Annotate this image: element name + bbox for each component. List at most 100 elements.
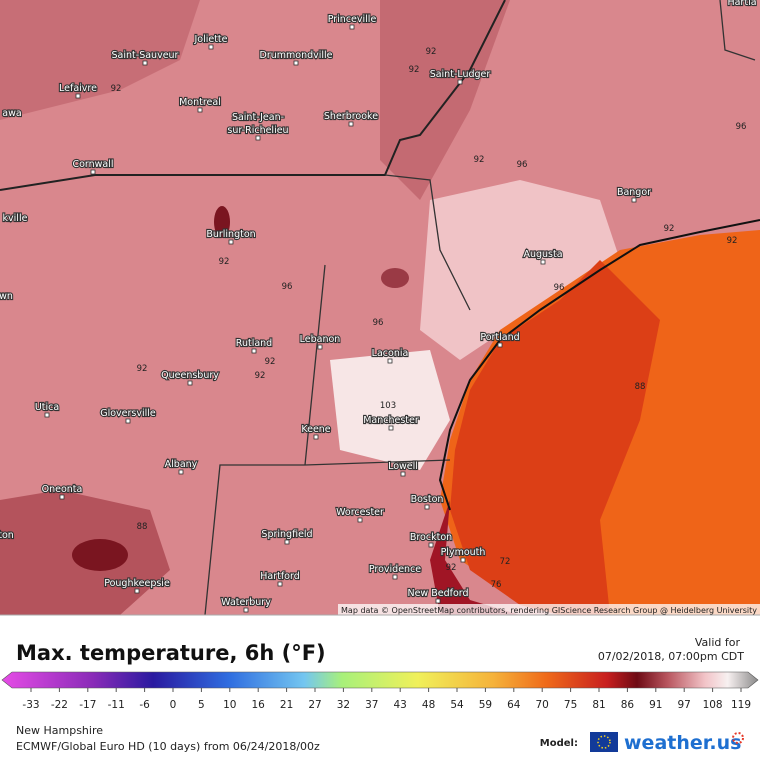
place-label: Cornwall — [72, 159, 113, 170]
contour-label: 92 — [664, 224, 675, 234]
place-label: Keene — [301, 424, 330, 435]
contour-label: 92 — [426, 47, 437, 57]
region: New Hampshire — [16, 724, 103, 737]
border — [0, 0, 506, 191]
scale-label: 37 — [365, 699, 378, 711]
valid-label: Valid for — [695, 636, 741, 649]
place-dot — [631, 197, 637, 203]
place-label: Hartford — [260, 571, 300, 582]
contour-label: 103 — [380, 401, 396, 411]
place-dot — [293, 60, 299, 66]
place-label: Sherbrooke — [324, 111, 378, 122]
place-dot — [497, 342, 503, 348]
place-dot — [251, 348, 257, 354]
contour-label: 88 — [635, 382, 646, 392]
place-label: Brockton — [410, 532, 452, 543]
map: Map data © OpenStreetMap contributors, r… — [0, 0, 760, 616]
place-label: Rutland — [236, 338, 272, 349]
scale-label: 86 — [621, 699, 635, 711]
scale-label: 119 — [731, 699, 751, 711]
place-label: Plymouth — [441, 547, 486, 558]
ocean-near — [450, 260, 660, 615]
place-dot — [197, 107, 203, 113]
place-label: sur-Richelieu — [227, 125, 288, 136]
contour-label: 92 — [265, 357, 276, 367]
place-label: Burlington — [206, 229, 255, 240]
place-label: ton — [0, 530, 14, 541]
place-dot — [208, 44, 214, 50]
warm-zone — [330, 350, 450, 470]
place-dot — [125, 418, 131, 424]
contour-label: 92 — [255, 371, 266, 381]
place-dot — [317, 344, 323, 350]
hot-spot — [214, 206, 230, 238]
place-dot — [277, 581, 283, 587]
hot-spot — [72, 539, 128, 571]
contour-label: 96 — [736, 122, 747, 132]
warm-zone — [420, 180, 620, 360]
place-label: Manchester — [363, 415, 419, 426]
scale-label: 0 — [170, 699, 177, 711]
brand: weather.us — [624, 732, 741, 754]
eu-stars — [597, 735, 611, 749]
place-dot — [255, 135, 261, 141]
scale-label: 32 — [337, 699, 350, 711]
contour-label: 88 — [137, 522, 148, 532]
place-label: Joliette — [193, 34, 227, 45]
scale-label: 64 — [507, 699, 521, 711]
scale-label: 54 — [450, 699, 464, 711]
contour-label: 96 — [373, 318, 384, 328]
place-dot — [387, 358, 393, 364]
shade — [380, 0, 510, 200]
place-dot — [313, 434, 319, 440]
scale-label: 27 — [308, 699, 321, 711]
place-dot — [457, 79, 463, 85]
place-dot — [349, 24, 355, 30]
contour-label: 92 — [409, 65, 420, 75]
contour-label: 72 — [500, 557, 511, 567]
coast-hot — [430, 500, 520, 615]
scale-label: -17 — [79, 699, 96, 711]
place-dot — [134, 588, 140, 594]
scale-label: 43 — [394, 699, 407, 711]
place-dot — [178, 469, 184, 475]
place-label: Hartla — [727, 0, 756, 8]
scale-label: 91 — [649, 699, 662, 711]
scale-label: -11 — [108, 699, 125, 711]
place-label: Springfield — [261, 529, 312, 540]
place-label: Waterbury — [221, 597, 271, 608]
scale-label: 108 — [703, 699, 723, 711]
place-dot — [284, 539, 290, 545]
place-dot — [75, 93, 81, 99]
place-dot — [540, 259, 546, 265]
place-dot — [392, 574, 398, 580]
place-label: Lowell — [388, 461, 418, 472]
contour-label: 76 — [491, 580, 502, 590]
valid-time: 07/02/2018, 07:00pm CDT — [598, 650, 744, 663]
contour-label: 92 — [446, 563, 457, 573]
legend-title: Max. temperature, 6h (°F) — [16, 641, 326, 665]
place-dot — [460, 557, 466, 563]
place-label: Oneonta — [42, 484, 83, 495]
scale-label: -33 — [22, 699, 39, 711]
place-label: Gloversville — [100, 408, 156, 419]
place-label: Providence — [369, 564, 421, 575]
scale-label: -22 — [51, 699, 68, 711]
scale-ticks: -33 -22 -17 -11 -6 0 5 10 16 21 27 32 37 43 48 54 59 64 70… — [22, 688, 751, 711]
place-dot — [187, 380, 193, 386]
place-label: Saint-Jean- — [232, 112, 284, 123]
scale-label: 5 — [198, 699, 205, 711]
place-label: Augusta — [523, 249, 562, 260]
state-line — [204, 0, 756, 616]
place-dot — [90, 169, 96, 175]
coastline — [438, 219, 760, 511]
place-label: Queensbury — [161, 370, 219, 381]
eu-flag — [590, 732, 618, 752]
place-dot — [388, 425, 394, 431]
scale-label: 81 — [592, 699, 605, 711]
scale-label: 16 — [252, 699, 266, 711]
contour-label: 92 — [137, 364, 148, 374]
shade — [0, 0, 200, 120]
contour-label: 96 — [517, 160, 528, 170]
